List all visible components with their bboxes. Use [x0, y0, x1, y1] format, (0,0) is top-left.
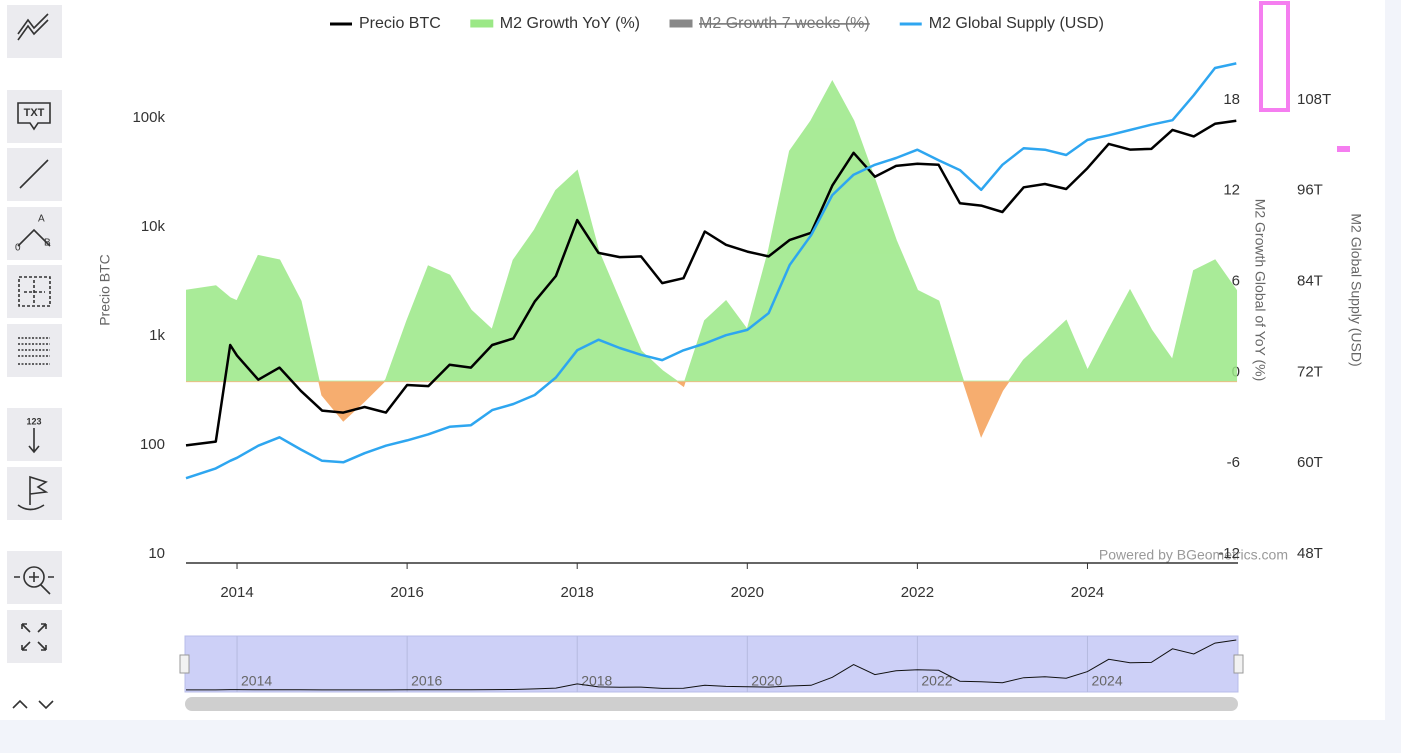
tool-text: 123 [26, 416, 41, 426]
y-axis-title: Precio BTC [97, 254, 113, 326]
tool-icon [17, 228, 51, 247]
tool-icon [19, 159, 49, 189]
y-tick-label: 1k [149, 327, 165, 344]
x-tick-label: 2024 [1071, 584, 1104, 601]
navigator-label: 2022 [921, 673, 952, 689]
y3-tick-label: 72T [1297, 363, 1323, 380]
navigator-label: 2020 [751, 673, 782, 689]
credit: Powered by BGeometrics.com [1099, 547, 1288, 563]
y2-tick-label: -6 [1227, 454, 1240, 471]
x-tick-label: 2018 [561, 584, 594, 601]
tool-text: TXT [24, 107, 45, 119]
navigator-handle[interactable] [179, 654, 190, 674]
area-negative [186, 381, 1238, 438]
y3-tick-label: 108T [1297, 91, 1331, 108]
tool-icon [28, 428, 40, 454]
y2-tick-label: 12 [1223, 182, 1240, 199]
tool-icon [18, 337, 50, 365]
y-tick-label: 10 [148, 545, 165, 562]
tool-button[interactable] [7, 610, 62, 663]
tool-icon [21, 623, 47, 651]
legend-symbol [470, 19, 494, 28]
tool-text: B [44, 238, 51, 249]
y3-tick-label: 84T [1297, 272, 1323, 289]
y2-tick-label: -12 [1218, 545, 1240, 562]
toolbar: TXT A 0 B 123 [7, 5, 62, 710]
tool-button[interactable] [7, 90, 62, 143]
navigator-line [186, 639, 1237, 691]
y-tick-label: 100k [132, 109, 165, 126]
navigator-label: 2024 [1091, 673, 1122, 689]
y3-tick-label: 96T [1297, 182, 1323, 199]
area-positive [186, 80, 1238, 382]
navigator-label: 2014 [241, 673, 272, 689]
x-tick-label: 2020 [731, 584, 764, 601]
y-tick-label: 100 [140, 436, 165, 453]
y2-tick-label: 6 [1232, 272, 1240, 289]
tool-icon [14, 566, 54, 595]
tool-button[interactable] [7, 324, 62, 377]
highlight-mark [1337, 146, 1350, 152]
legend-label: Precio BTC [359, 15, 441, 32]
legend-item[interactable]: Precio BTC [330, 15, 441, 32]
legend-label: M2 Growth YoY (%) [500, 15, 640, 32]
legend-symbol [669, 19, 693, 28]
tool-icon [18, 276, 51, 307]
tool-icon [17, 13, 49, 41]
scroll-arrows[interactable] [12, 699, 54, 710]
y2-axis-title: M2 Growth Global of YoY (%) [1252, 199, 1268, 382]
tool-icon [17, 102, 51, 131]
x-tick-label: 2016 [390, 584, 423, 601]
y-tick-label: 10k [141, 218, 166, 235]
series-line [185, 119, 1237, 447]
y2-tick-label: 18 [1223, 91, 1240, 108]
y3-tick-label: 48T [1297, 545, 1323, 562]
legend-item[interactable]: M2 Growth YoY (%) [470, 15, 640, 32]
tool-button[interactable] [7, 207, 62, 260]
scrollbar[interactable] [185, 697, 1238, 711]
navigator-label: 2016 [411, 673, 442, 689]
x-tick-label: 2014 [220, 584, 253, 601]
tool-text: 0 [15, 243, 21, 254]
y3-axis-title: M2 Global Supply (USD) [1348, 213, 1364, 366]
legend-item[interactable]: M2 Growth 7 weeks (%) [669, 15, 870, 32]
navigator-handle[interactable] [1233, 654, 1244, 674]
navigator[interactable] [184, 635, 1239, 693]
legend-item[interactable]: M2 Global Supply (USD) [899, 15, 1104, 32]
tool-icon [17, 475, 49, 511]
y3-tick-label: 60T [1297, 454, 1323, 471]
navigator-label: 2018 [581, 673, 612, 689]
tool-button[interactable] [7, 5, 62, 58]
series-line [185, 62, 1237, 480]
highlight-box [1259, 1, 1290, 112]
legend-label: M2 Global Supply (USD) [929, 15, 1104, 32]
x-tick-label: 2022 [901, 584, 934, 601]
tool-text: A [38, 214, 45, 225]
